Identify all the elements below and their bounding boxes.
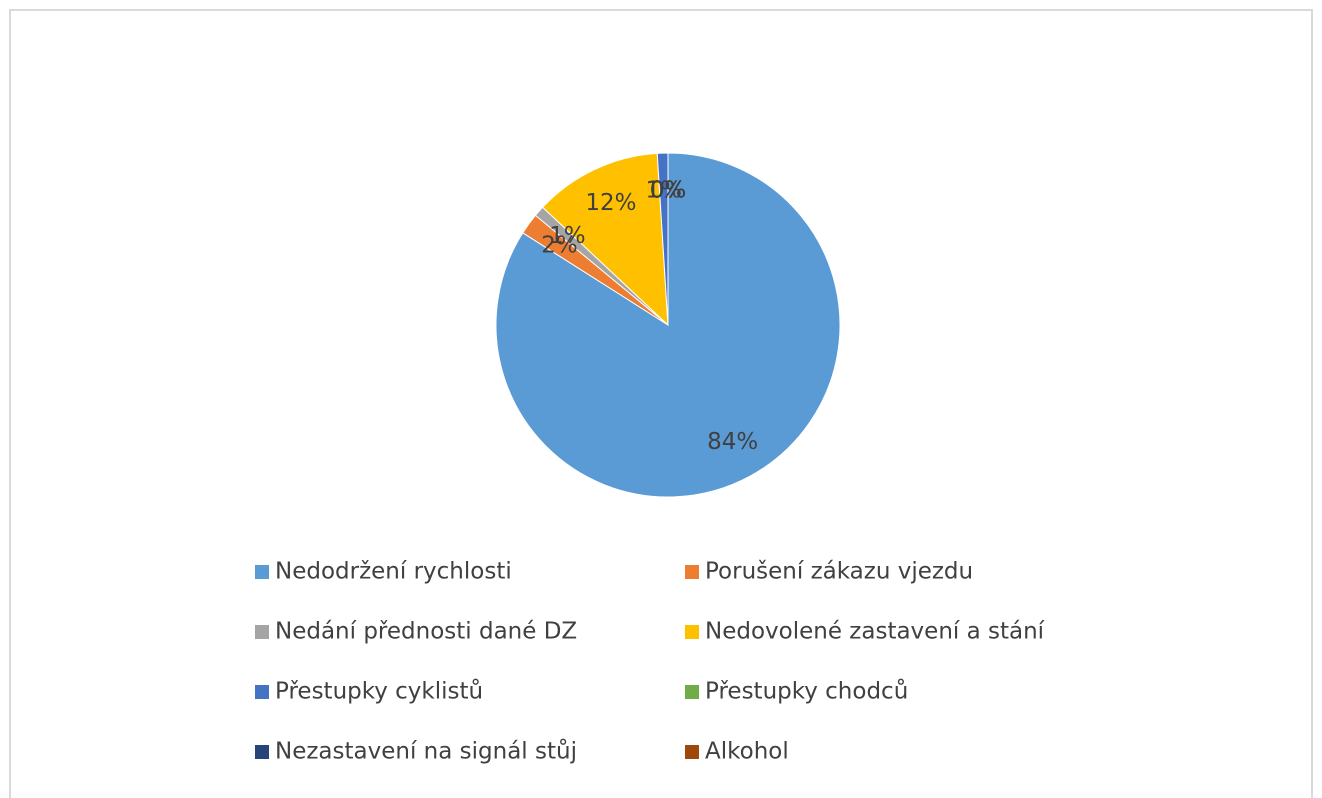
legend-label: Nezastavení na signál stůj bbox=[275, 738, 577, 765]
legend-label: Nedodržení rychlosti bbox=[275, 559, 512, 585]
legend-label: Nedovolené zastavení a stání bbox=[705, 619, 1045, 645]
legend-swatch bbox=[685, 625, 699, 639]
data-label: 12% bbox=[585, 190, 636, 216]
data-label: 0% bbox=[650, 177, 687, 203]
data-label: 0% bbox=[650, 177, 687, 203]
legend-label: Nedání přednosti dané DZ bbox=[275, 619, 577, 645]
legend-swatch bbox=[255, 745, 269, 759]
legend-label: Přestupky cyklistů bbox=[275, 678, 483, 705]
data-label: 1% bbox=[549, 223, 586, 249]
legend-swatch bbox=[685, 745, 699, 759]
data-label: 1% bbox=[646, 177, 683, 203]
data-label: 84% bbox=[707, 429, 758, 455]
legend-swatch bbox=[255, 565, 269, 579]
legend-label: Alkohol bbox=[705, 739, 789, 765]
data-label: 2% bbox=[541, 233, 578, 259]
pie-slice bbox=[541, 152, 669, 327]
legend-swatch bbox=[685, 565, 699, 579]
data-label: 0% bbox=[650, 177, 687, 203]
legend-swatch bbox=[255, 625, 269, 639]
legend-swatch bbox=[255, 685, 269, 699]
legend-label: Porušení zákazu vjezdu bbox=[705, 559, 973, 585]
legend-label: Přestupky chodců bbox=[705, 678, 908, 705]
legend-swatch bbox=[685, 685, 699, 699]
